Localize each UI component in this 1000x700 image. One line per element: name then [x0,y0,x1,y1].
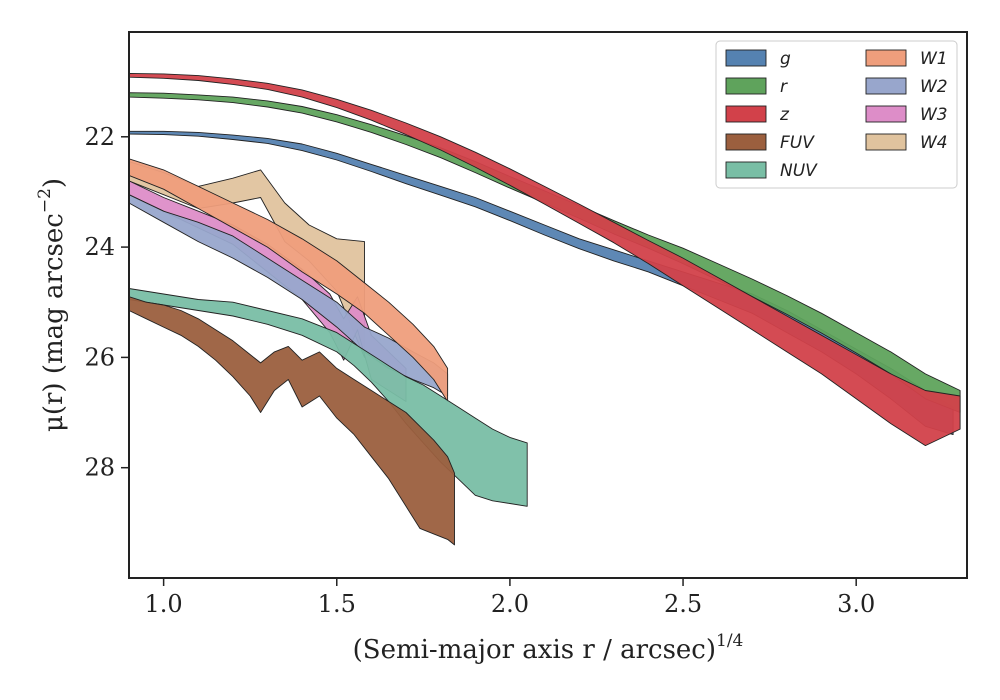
legend-label-nuv: NUV [780,161,818,181]
y-axis-label-tail: ) [39,178,69,188]
legend-swatch-w4 [865,133,907,151]
legend-label-r: r [780,77,788,97]
legend-swatch-fuv [725,133,767,151]
band-layer [128,72,961,546]
y-tick-label: 22 [84,123,115,151]
x-tick-label: 2.0 [491,590,529,618]
y-axis: 22 24 26 28 [84,123,129,482]
y-axis-label: μ(r) (mag arcsec−2) [35,178,69,432]
legend-swatch-nuv [725,161,767,179]
x-axis-label-main: (Semi-major axis r / arcsec) [353,635,716,665]
band-g [128,130,954,436]
y-axis-label-main: μ(r) (mag arcsec [39,213,69,432]
y-tick-label: 26 [84,343,115,371]
band-fuv [128,296,455,546]
legend-label-w3: W3 [920,105,948,125]
legend-label-fuv: FUV [780,133,815,153]
x-tick-label: 1.0 [145,590,183,618]
legend: grz FUV NUV W1 W2 W3 W4 [715,40,958,189]
band-nuv [128,288,528,507]
x-tick-label: 1.5 [318,590,356,618]
x-axis-label: (Semi-major axis r / arcsec)1/4 [353,631,744,665]
legend-label-w4: W4 [920,133,948,153]
y-axis-label-super: −2 [35,188,55,213]
legend-swatch-w2 [865,77,907,95]
legend-label-g: g [780,49,791,69]
y-tick-label: 28 [84,454,115,482]
legend-swatch-z [725,105,767,123]
x-tick-label: 3.0 [837,590,875,618]
legend-swatch-w3 [865,105,907,123]
x-tick-label: 2.5 [664,590,702,618]
legend-label-z: z [779,105,790,125]
legend-label-w1: W1 [920,49,948,69]
x-axis-label-super: 1/4 [716,631,743,651]
x-axis: 1.0 1.5 2.0 2.5 3.0 [145,578,875,618]
legend-label-w2: W2 [920,77,948,97]
band-z [128,72,961,447]
y-tick-label: 24 [84,233,115,261]
plot-frame [128,31,968,579]
legend-swatch-r [725,77,767,95]
legend-swatch-g [725,49,767,67]
legend-swatch-w1 [865,49,907,67]
